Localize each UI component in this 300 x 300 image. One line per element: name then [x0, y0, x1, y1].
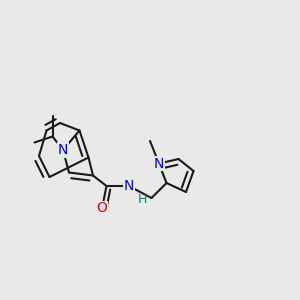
Text: N: N	[124, 179, 134, 193]
Text: O: O	[97, 202, 107, 215]
Text: N: N	[58, 143, 68, 157]
Text: N: N	[154, 157, 164, 170]
Text: H: H	[138, 193, 147, 206]
